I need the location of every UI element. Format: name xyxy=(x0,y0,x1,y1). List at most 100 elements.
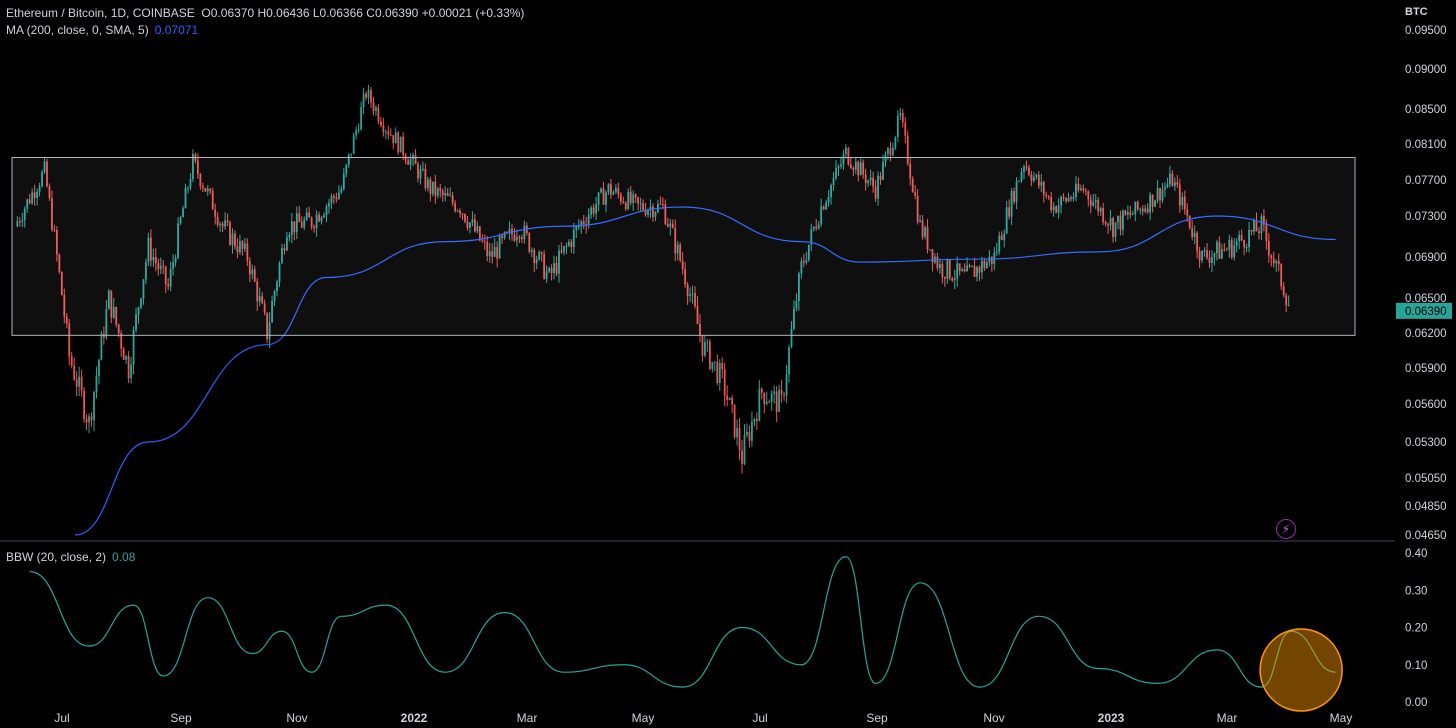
candle-body xyxy=(387,131,390,135)
candle-body xyxy=(840,164,842,167)
candle-body xyxy=(162,265,165,267)
candle-body xyxy=(1117,215,1119,223)
ma-label: MA (200, close, 0, SMA, 5) xyxy=(6,23,149,37)
candle-body xyxy=(1181,196,1184,206)
time-tick-label: Jul xyxy=(54,711,69,725)
candle-body xyxy=(33,192,36,198)
candle-body xyxy=(1216,241,1218,254)
candle-body xyxy=(723,369,726,396)
candle-body xyxy=(1013,190,1015,202)
candle-body xyxy=(1173,182,1176,187)
price-tick-label: 0.09500 xyxy=(1405,25,1447,37)
candle-body xyxy=(372,102,375,111)
candle-body xyxy=(1220,249,1223,259)
candle-body xyxy=(1230,240,1233,258)
bbw-path xyxy=(29,556,1336,688)
candle-body xyxy=(444,193,447,196)
candle-body xyxy=(738,428,741,451)
candle-body xyxy=(1223,249,1226,251)
range-box[interactable] xyxy=(11,157,1356,336)
range-box-rect xyxy=(11,157,1356,336)
time-axis[interactable]: Jul Sep Nov 2022 Mar May Jul Sep Nov 2023 Mar May xyxy=(54,711,1352,725)
candle-body xyxy=(533,249,536,264)
candle-body xyxy=(869,177,872,181)
candle-body xyxy=(684,268,687,285)
candle-body xyxy=(726,395,729,400)
candle-body xyxy=(1164,186,1166,190)
candle-body xyxy=(666,224,669,227)
candle-body xyxy=(600,188,602,193)
candle-body xyxy=(1156,188,1159,201)
candle-body xyxy=(558,250,560,274)
candle-body xyxy=(661,204,664,206)
candle-body xyxy=(704,342,706,356)
price-pane[interactable] xyxy=(16,84,1290,474)
candle-body xyxy=(211,190,214,210)
candle-body xyxy=(602,188,605,205)
candle-body xyxy=(100,333,103,361)
candle-body xyxy=(305,212,308,220)
candle-body xyxy=(1089,199,1092,206)
price-axis[interactable]: 0.09500 0.09000 0.08500 0.08100 0.07700 0.073… xyxy=(0,25,1452,709)
candle-body xyxy=(956,263,959,279)
candle-body xyxy=(535,259,538,264)
candle-body xyxy=(1166,184,1169,187)
candle-body xyxy=(214,209,217,217)
candle-body xyxy=(221,223,224,227)
candle-body xyxy=(746,432,748,436)
candle-body xyxy=(1097,200,1100,212)
candle-body xyxy=(528,233,531,252)
candle-body xyxy=(837,166,840,169)
candle-body xyxy=(783,394,785,396)
candle-body xyxy=(948,259,951,279)
candle-body xyxy=(540,251,543,255)
candle-body xyxy=(896,115,899,138)
candle-body xyxy=(18,221,21,223)
candle-body xyxy=(461,213,464,215)
candle-body xyxy=(1141,208,1144,212)
candle-body xyxy=(1267,240,1270,256)
ma-legend[interactable]: MA (200, close, 0, SMA, 5) 0.07071 xyxy=(6,23,198,37)
candle-body xyxy=(1057,205,1060,213)
candle-body xyxy=(431,181,434,194)
candle-body xyxy=(330,196,333,203)
candle-body xyxy=(384,131,387,133)
candle-body xyxy=(41,172,43,187)
candle-body xyxy=(842,154,845,165)
candle-body xyxy=(147,237,150,263)
alert-flash-icon[interactable]: ⚡ xyxy=(1276,519,1296,539)
price-unit: BTC xyxy=(1405,6,1428,18)
candle-body xyxy=(352,135,355,154)
candle-body xyxy=(998,235,1001,252)
candle-body xyxy=(159,265,162,270)
candle-body xyxy=(1159,188,1161,201)
highlight-circle[interactable] xyxy=(1259,628,1343,712)
bbw-legend[interactable]: BBW (20, close, 2) 0.08 xyxy=(6,550,135,564)
candle-body xyxy=(1010,190,1013,217)
candle-body xyxy=(137,307,140,315)
bbw-pane[interactable] xyxy=(29,556,1336,688)
candle-body xyxy=(231,233,234,245)
candle-body xyxy=(503,232,506,238)
candle-body xyxy=(382,125,385,132)
candle-body xyxy=(941,264,944,278)
time-tick-label: 2022 xyxy=(401,711,428,725)
candle-body xyxy=(288,235,291,238)
candle-body xyxy=(508,228,511,233)
candle-body xyxy=(751,421,753,441)
candle-body xyxy=(268,322,271,340)
candle-body xyxy=(157,263,160,270)
candle-body xyxy=(825,202,828,210)
ohlc-open: O0.06370 xyxy=(201,6,255,20)
header-legend: Ethereum / Bitcoin, 1D, COINBASE O0.0637… xyxy=(6,6,524,20)
candle-body xyxy=(209,188,212,191)
candle-body xyxy=(152,257,155,261)
candle-body xyxy=(669,223,672,227)
candle-body xyxy=(921,220,924,237)
candle-body xyxy=(1092,201,1095,206)
candle-body xyxy=(632,194,635,203)
candle-body xyxy=(1208,257,1211,263)
candle-body xyxy=(891,147,894,156)
candle-body xyxy=(53,229,56,231)
